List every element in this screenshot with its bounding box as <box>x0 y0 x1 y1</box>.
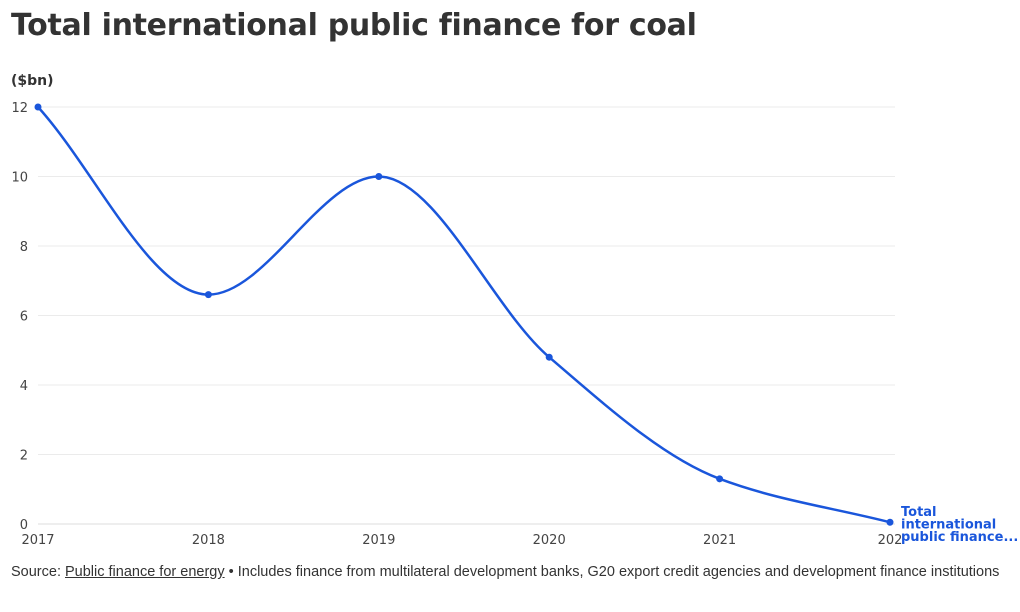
x-tick-label: 2017 <box>21 533 54 548</box>
data-point <box>34 103 42 111</box>
gridlines <box>38 106 895 525</box>
x-tick-label: 2021 <box>703 533 736 548</box>
x-tick-label: 2019 <box>362 533 395 548</box>
series-line <box>36 105 892 524</box>
x-tick-label: 2018 <box>192 533 225 548</box>
source-prefix: Source: <box>11 564 65 580</box>
chart-title: Total international public finance for c… <box>11 8 697 43</box>
y-tick-label: 4 <box>20 379 28 394</box>
y-tick-labels: 0 2 4 6 8 10 12 <box>11 101 28 533</box>
y-tick-label: 2 <box>20 449 28 464</box>
series-end-label-line: international <box>901 518 996 533</box>
data-point <box>545 353 553 361</box>
data-point <box>886 518 894 526</box>
data-point <box>716 475 724 483</box>
data-point <box>375 173 383 180</box>
data-points <box>34 103 894 526</box>
y-tick-label: 8 <box>20 240 28 255</box>
y-tick-label: 10 <box>11 171 28 186</box>
y-tick-label: 6 <box>20 310 28 325</box>
y-tick-label: 12 <box>11 101 28 116</box>
series-end-label-line: public finance... <box>901 530 1018 545</box>
source-link[interactable]: Public finance for energy <box>65 564 225 580</box>
y-axis-label: ($bn) <box>11 73 54 89</box>
x-tick-labels: 2017 2018 2019 2020 2021 202 <box>21 533 902 548</box>
data-point <box>204 291 212 299</box>
series-end-label: Total international public finance... <box>901 505 1018 545</box>
x-tick-label: 2020 <box>533 533 566 548</box>
y-tick-label: 0 <box>20 518 28 533</box>
x-tick-label: 202 <box>878 533 903 548</box>
source-note-text: • Includes finance from multilateral dev… <box>224 564 1000 580</box>
series-end-label-line: Total <box>901 505 937 520</box>
source-note: Source: Public finance for energy • Incl… <box>11 563 1001 582</box>
